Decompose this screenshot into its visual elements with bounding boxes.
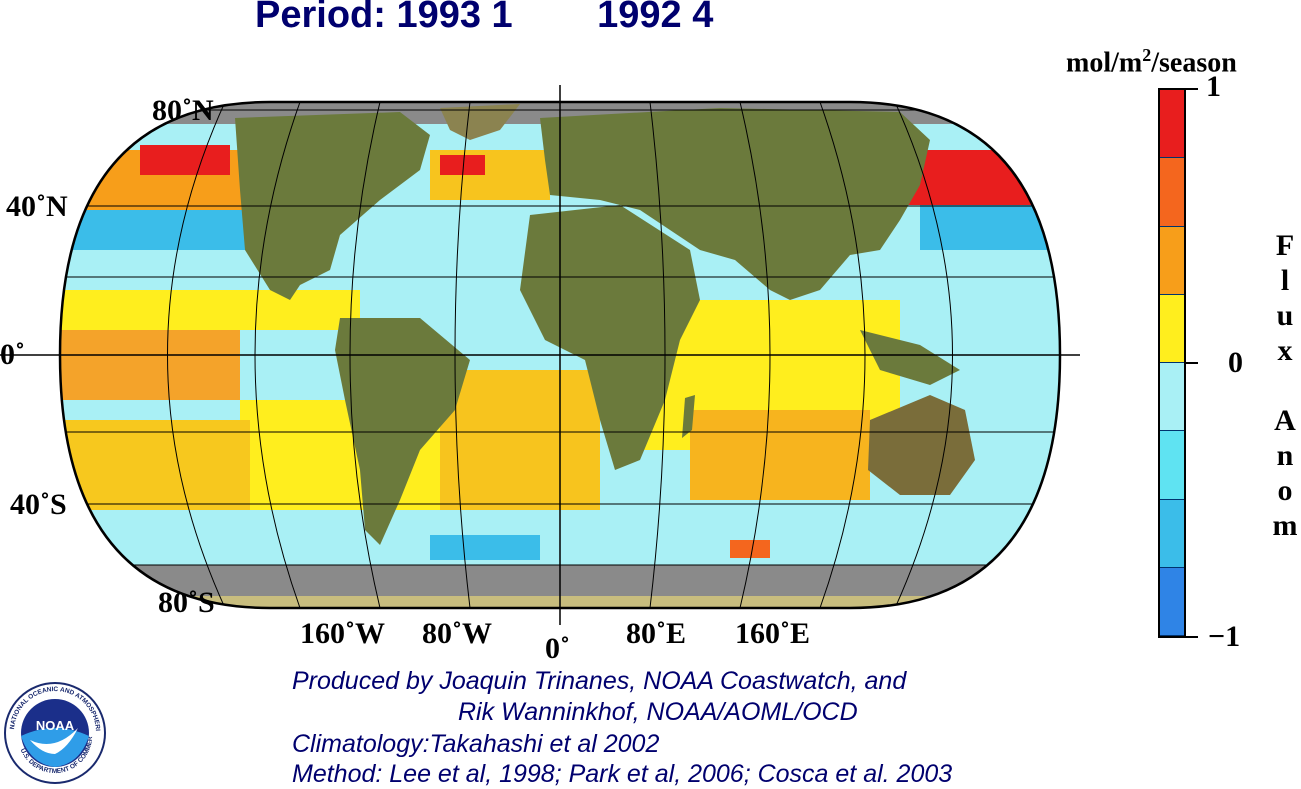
colorbar-title-letter: F — [1275, 229, 1295, 262]
period-secondary: 1992 4 — [597, 0, 714, 36]
lon-label-0: 0˚ — [545, 632, 570, 665]
lat-label-80n: 80˚N — [152, 94, 214, 127]
colorbar-title-letter: l — [1280, 264, 1290, 297]
anomaly-band-north-pacific-blue — [60, 210, 260, 250]
colorbar-title-letter: x — [1277, 334, 1293, 367]
period-label: Period: 1993 1 — [255, 0, 513, 36]
colorbar-title-letter: o — [1277, 474, 1293, 507]
anomaly-band-southern-blue — [430, 535, 540, 560]
land-madagascar — [682, 395, 695, 438]
land-greenland — [440, 104, 520, 140]
colorbar-title-letter: u — [1276, 299, 1294, 332]
credits-line-3: Climatology:Takahashi et al 2002 — [292, 730, 660, 758]
land-africa — [520, 205, 700, 470]
seagull-icon — [30, 728, 78, 754]
logo-text: NOAA — [36, 718, 75, 733]
map-outline — [58, 100, 1062, 610]
units-suffix: /season — [1151, 47, 1237, 79]
colorbar-title-letter — [1268, 368, 1301, 403]
anomaly-band-south-indian — [690, 410, 870, 500]
anomaly-band-south-pacific — [60, 420, 250, 520]
colorbar-title-letter: n — [1276, 439, 1294, 472]
colorbar-segment — [1160, 226, 1184, 295]
colorbar-tick-mid — [1186, 362, 1198, 364]
credits-line-2: Rik Wanninkhof, NOAA/AOML/OCD — [458, 698, 858, 726]
lat-label-80s: 80˚S — [158, 586, 215, 619]
colorbar-segment — [1160, 567, 1184, 636]
lat-label-40s: 40˚S — [10, 488, 67, 521]
colorbar-segment — [1160, 294, 1184, 363]
colorbar — [1158, 88, 1186, 638]
lon-label-160w: 160˚W — [300, 617, 385, 650]
anomaly-band-south-atlantic — [440, 370, 600, 510]
colorbar-title-letter: A — [1274, 404, 1296, 437]
colorbar-mid-label: 0 — [1228, 346, 1243, 379]
units-exponent: 2 — [1142, 45, 1152, 65]
lon-label-160e: 160˚E — [735, 617, 810, 650]
colorbar-units: mol/m2/season — [1066, 45, 1237, 79]
colorbar-tick-max — [1186, 88, 1198, 90]
colorbar-segment — [1160, 90, 1184, 159]
colorbar-segment — [1160, 363, 1184, 432]
colorbar-tick-min — [1186, 636, 1198, 638]
world-flux-map — [0, 85, 1080, 625]
anomaly-band-tropics-west — [60, 320, 240, 400]
noaa-logo: NATIONAL OCEANIC AND ATMOSPHERIC ADMINIS… — [0, 680, 106, 784]
anomaly-band-north-pacific-red — [140, 145, 230, 175]
lon-label-80w: 80˚W — [422, 617, 492, 650]
map-title: Period: 1993 1 1992 4 — [255, 0, 713, 37]
colorbar-segment — [1160, 499, 1184, 568]
colorbar-max-label: 1 — [1206, 70, 1221, 103]
colorbar-min-label: −1 — [1208, 620, 1241, 653]
credits-line-4: Method: Lee et al, 1998; Park et al, 200… — [292, 760, 953, 788]
anomaly-band-southern-red — [730, 540, 770, 558]
lon-label-80e: 80˚E — [626, 617, 686, 650]
land-se-asia — [860, 330, 960, 385]
units-prefix: mol/m — [1066, 47, 1143, 79]
anomaly-band-atlantic-red — [440, 155, 485, 175]
credits-line-1: Produced by Joaquin Trinanes, NOAA Coast… — [292, 667, 907, 695]
axis-lines — [0, 85, 1080, 625]
lat-label-40n: 40˚N — [6, 190, 68, 223]
anomaly-band-tropics-yellow-a — [60, 290, 360, 330]
land-eurasia — [540, 108, 930, 300]
colorbar-segment — [1160, 431, 1184, 500]
colorbar-segment — [1160, 158, 1184, 227]
lat-label-equator: 0˚ — [0, 338, 25, 371]
colorbar-title-letter: m — [1272, 509, 1298, 542]
